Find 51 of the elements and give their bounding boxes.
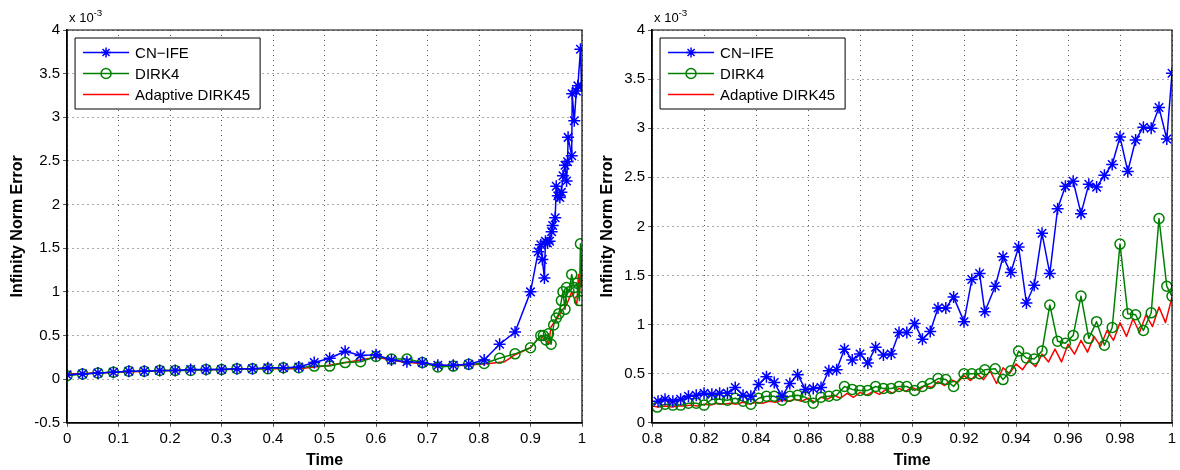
y-tick-label: 1.5 [624, 265, 646, 283]
y-tick-label: 0 [51, 369, 61, 387]
y-tick-label: 2 [51, 194, 61, 212]
x-tick-label: 0.84 [741, 428, 771, 446]
y-axis-title: Infinity Norm Error [8, 155, 26, 298]
x-tick-label: 0.96 [1053, 428, 1083, 446]
x-tick-label: 0.94 [1001, 428, 1031, 446]
legend-label: Adaptive DIRK45 [135, 85, 251, 103]
y-tick-label: 3.5 [39, 63, 61, 81]
y-tick-label: -0.5 [34, 412, 61, 430]
y-tick-label: 1 [51, 282, 61, 300]
legend-label: DIRK4 [720, 64, 765, 82]
x-tick-label: 0.3 [211, 428, 232, 446]
x-tick-label: 0.98 [1105, 428, 1135, 446]
x-tick-label: 0.9 [901, 428, 923, 446]
legend-label: CN−IFE [135, 43, 189, 61]
y-tick-label: 0 [636, 412, 646, 430]
y-tick-label: 2.5 [624, 167, 646, 185]
y-tick-label: 2.5 [39, 151, 61, 169]
x-tick-label: 0.1 [108, 428, 129, 446]
x-tick-label: 1 [577, 428, 587, 446]
x-axis-title: Time [893, 450, 931, 468]
x-tick-label: 0.8 [468, 428, 490, 446]
x-tick-label: 0.2 [159, 428, 181, 446]
x-tick-label: 0.86 [793, 428, 823, 446]
x-tick-label: 1 [1167, 428, 1177, 446]
y-tick-label: 1 [636, 314, 646, 332]
y-tick-label: 0.5 [624, 363, 646, 381]
x-tick-label: 0.5 [314, 428, 335, 446]
x-tick-label: 0 [62, 428, 72, 446]
x-tick-label: 0.6 [365, 428, 387, 446]
y-tick-label: 2 [636, 216, 646, 234]
y-tick-label: 3 [636, 118, 646, 136]
x-axis-title: Time [305, 450, 344, 468]
x-tick-label: 0.9 [520, 428, 541, 446]
x-tick-label: 0.82 [689, 428, 719, 446]
legend-label: CN−IFE [720, 43, 774, 61]
x-tick-label: 0.4 [262, 428, 284, 446]
legend-label: Adaptive DIRK45 [720, 85, 836, 103]
y-tick-label: 1.5 [39, 238, 61, 256]
x-tick-label: 0.7 [417, 428, 438, 446]
x-tick-label: 0.88 [845, 428, 875, 446]
y-tick-label: 4 [636, 20, 646, 38]
y-axis-title: Infinity Norm Error [598, 155, 616, 298]
y-tick-label: 3.5 [624, 69, 646, 87]
y-tick-label: 4 [51, 20, 61, 38]
y-tick-label: 3 [51, 107, 61, 125]
x-tick-label: 0.8 [641, 428, 663, 446]
x-tick-label: 0.92 [949, 428, 979, 446]
legend-label: DIRK4 [135, 64, 180, 82]
y-tick-label: 0.5 [39, 325, 61, 343]
